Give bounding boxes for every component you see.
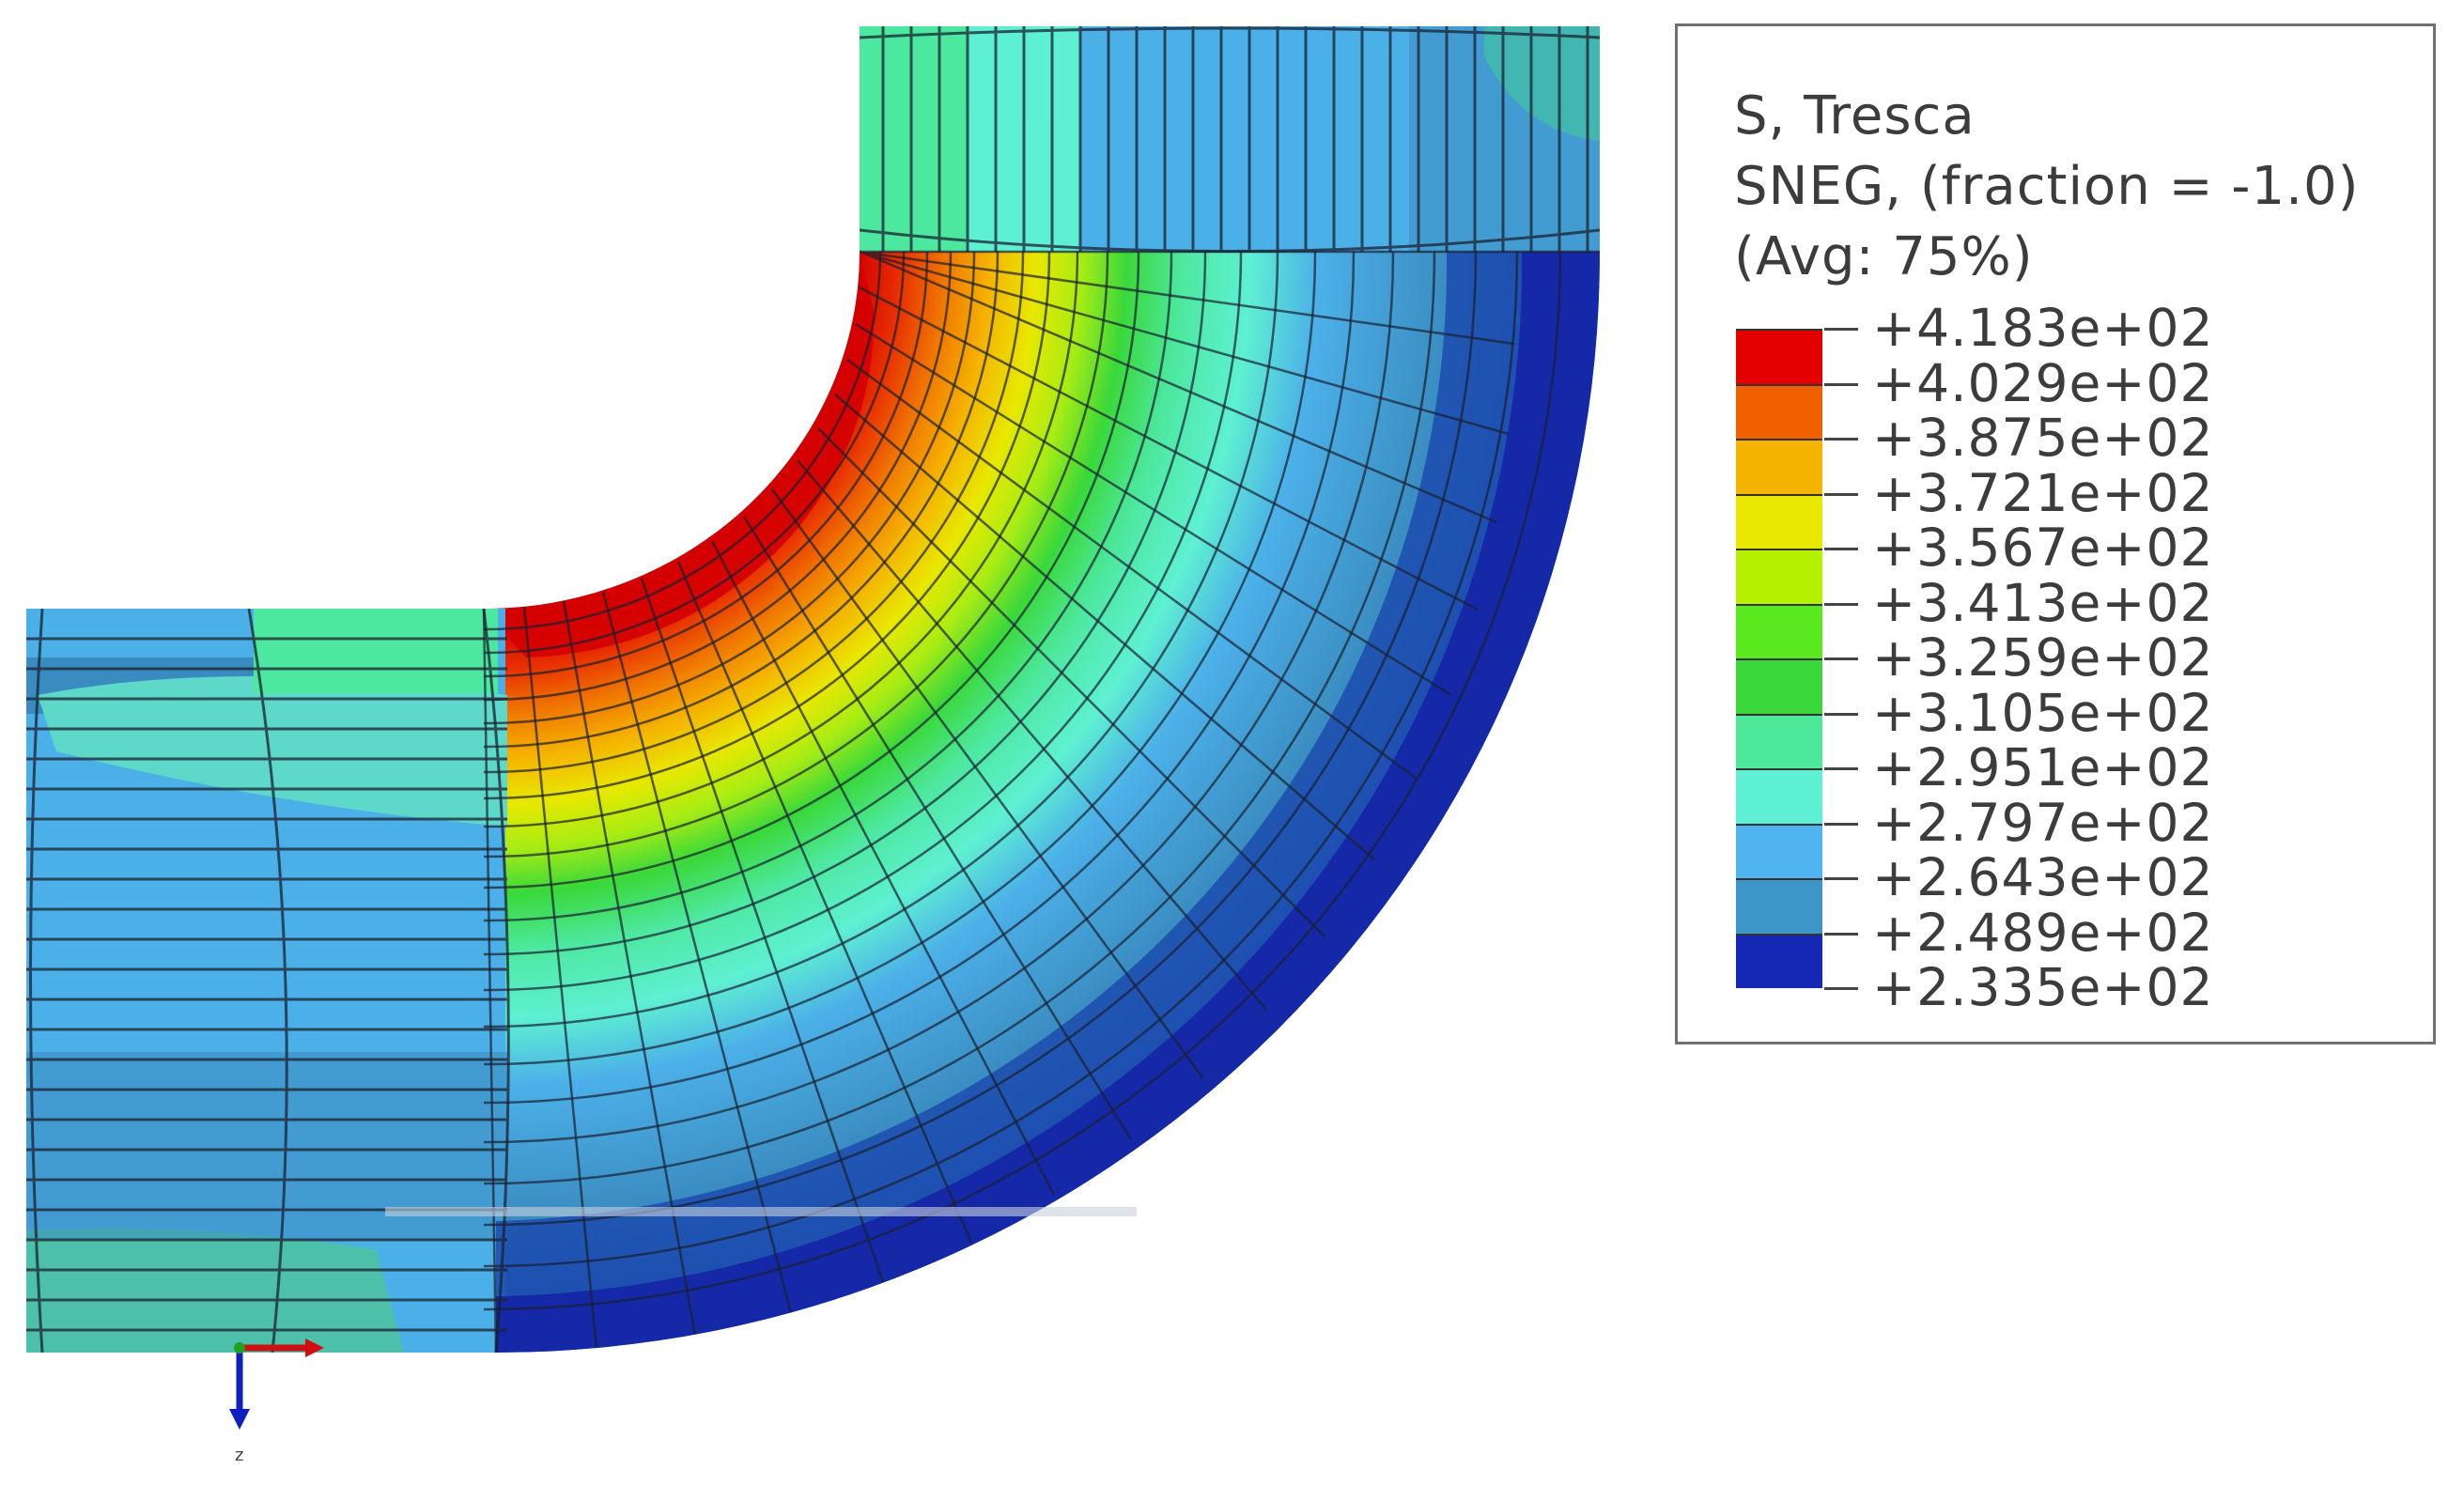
legend-swatch [1736,823,1822,878]
legend-swatch [1736,768,1822,824]
legend-value-label: +4.183e+02 [1872,298,2214,358]
legend-tick [1824,877,1858,880]
legend-value-label: +2.797e+02 [1872,792,2214,853]
legend-swatch [1736,549,1822,604]
legend-title-variable: S, Tresca [1734,85,1976,147]
legend-swatch [1736,713,1822,768]
legend-value-label: +2.951e+02 [1872,737,2214,797]
legend-value-label: +3.567e+02 [1872,518,2214,578]
mesh-lines-top [859,26,1601,253]
legend-tick [1824,548,1858,550]
contour-legend[interactable]: S, Tresca SNEG, (fraction = -1.0) (Avg: … [1675,23,2436,1044]
legend-tick [1824,328,1858,331]
legend-value-label: +2.489e+02 [1872,902,2214,963]
legend-tick [1824,438,1858,441]
mesh-lines-bend-radial [482,250,1600,1353]
legend-swatch [1736,658,1822,714]
legend-value-label: +3.105e+02 [1872,682,2214,743]
legend-value-label: +3.875e+02 [1872,408,2214,468]
legend-tick [1824,382,1858,386]
legend-swatch [1736,493,1822,549]
legend-swatch [1736,933,1822,988]
coordinate-triad: z [229,1338,324,1465]
legend-swatch [1736,603,1822,658]
legend-tick [1824,987,1858,990]
z-axis-label: z [235,1446,243,1465]
legend-value-label: +2.335e+02 [1872,957,2214,1017]
mesh-lines-left [26,608,510,1353]
legend-swatch [1736,439,1822,494]
legend-value-label: +3.721e+02 [1872,462,2214,523]
legend-value-label: +2.643e+02 [1872,847,2214,907]
legend-tick [1824,602,1858,606]
viewport-annotation-strip [385,1207,1137,1216]
legend-tick [1824,767,1858,770]
legend-value-label: +3.413e+02 [1872,572,2214,633]
legend-tick [1824,657,1858,660]
mesh-lines-bend-arcs [483,251,1562,1311]
legend-value-label: +3.259e+02 [1872,627,2214,688]
legend-swatch [1736,383,1822,439]
legend-tick [1824,822,1858,826]
triad-origin [234,1342,245,1354]
legend-title-averaging: (Avg: 75%) [1734,226,2034,287]
legend-tick [1824,712,1858,716]
legend-tick [1824,932,1858,936]
legend-value-label: +4.029e+02 [1872,352,2214,413]
legend-swatch [1736,329,1822,384]
elbow-pipe-mesh [26,26,1601,1353]
legend-title-section: SNEG, (fraction = -1.0) [1734,156,2360,217]
legend-swatch [1736,878,1822,934]
legend-tick [1824,492,1858,496]
